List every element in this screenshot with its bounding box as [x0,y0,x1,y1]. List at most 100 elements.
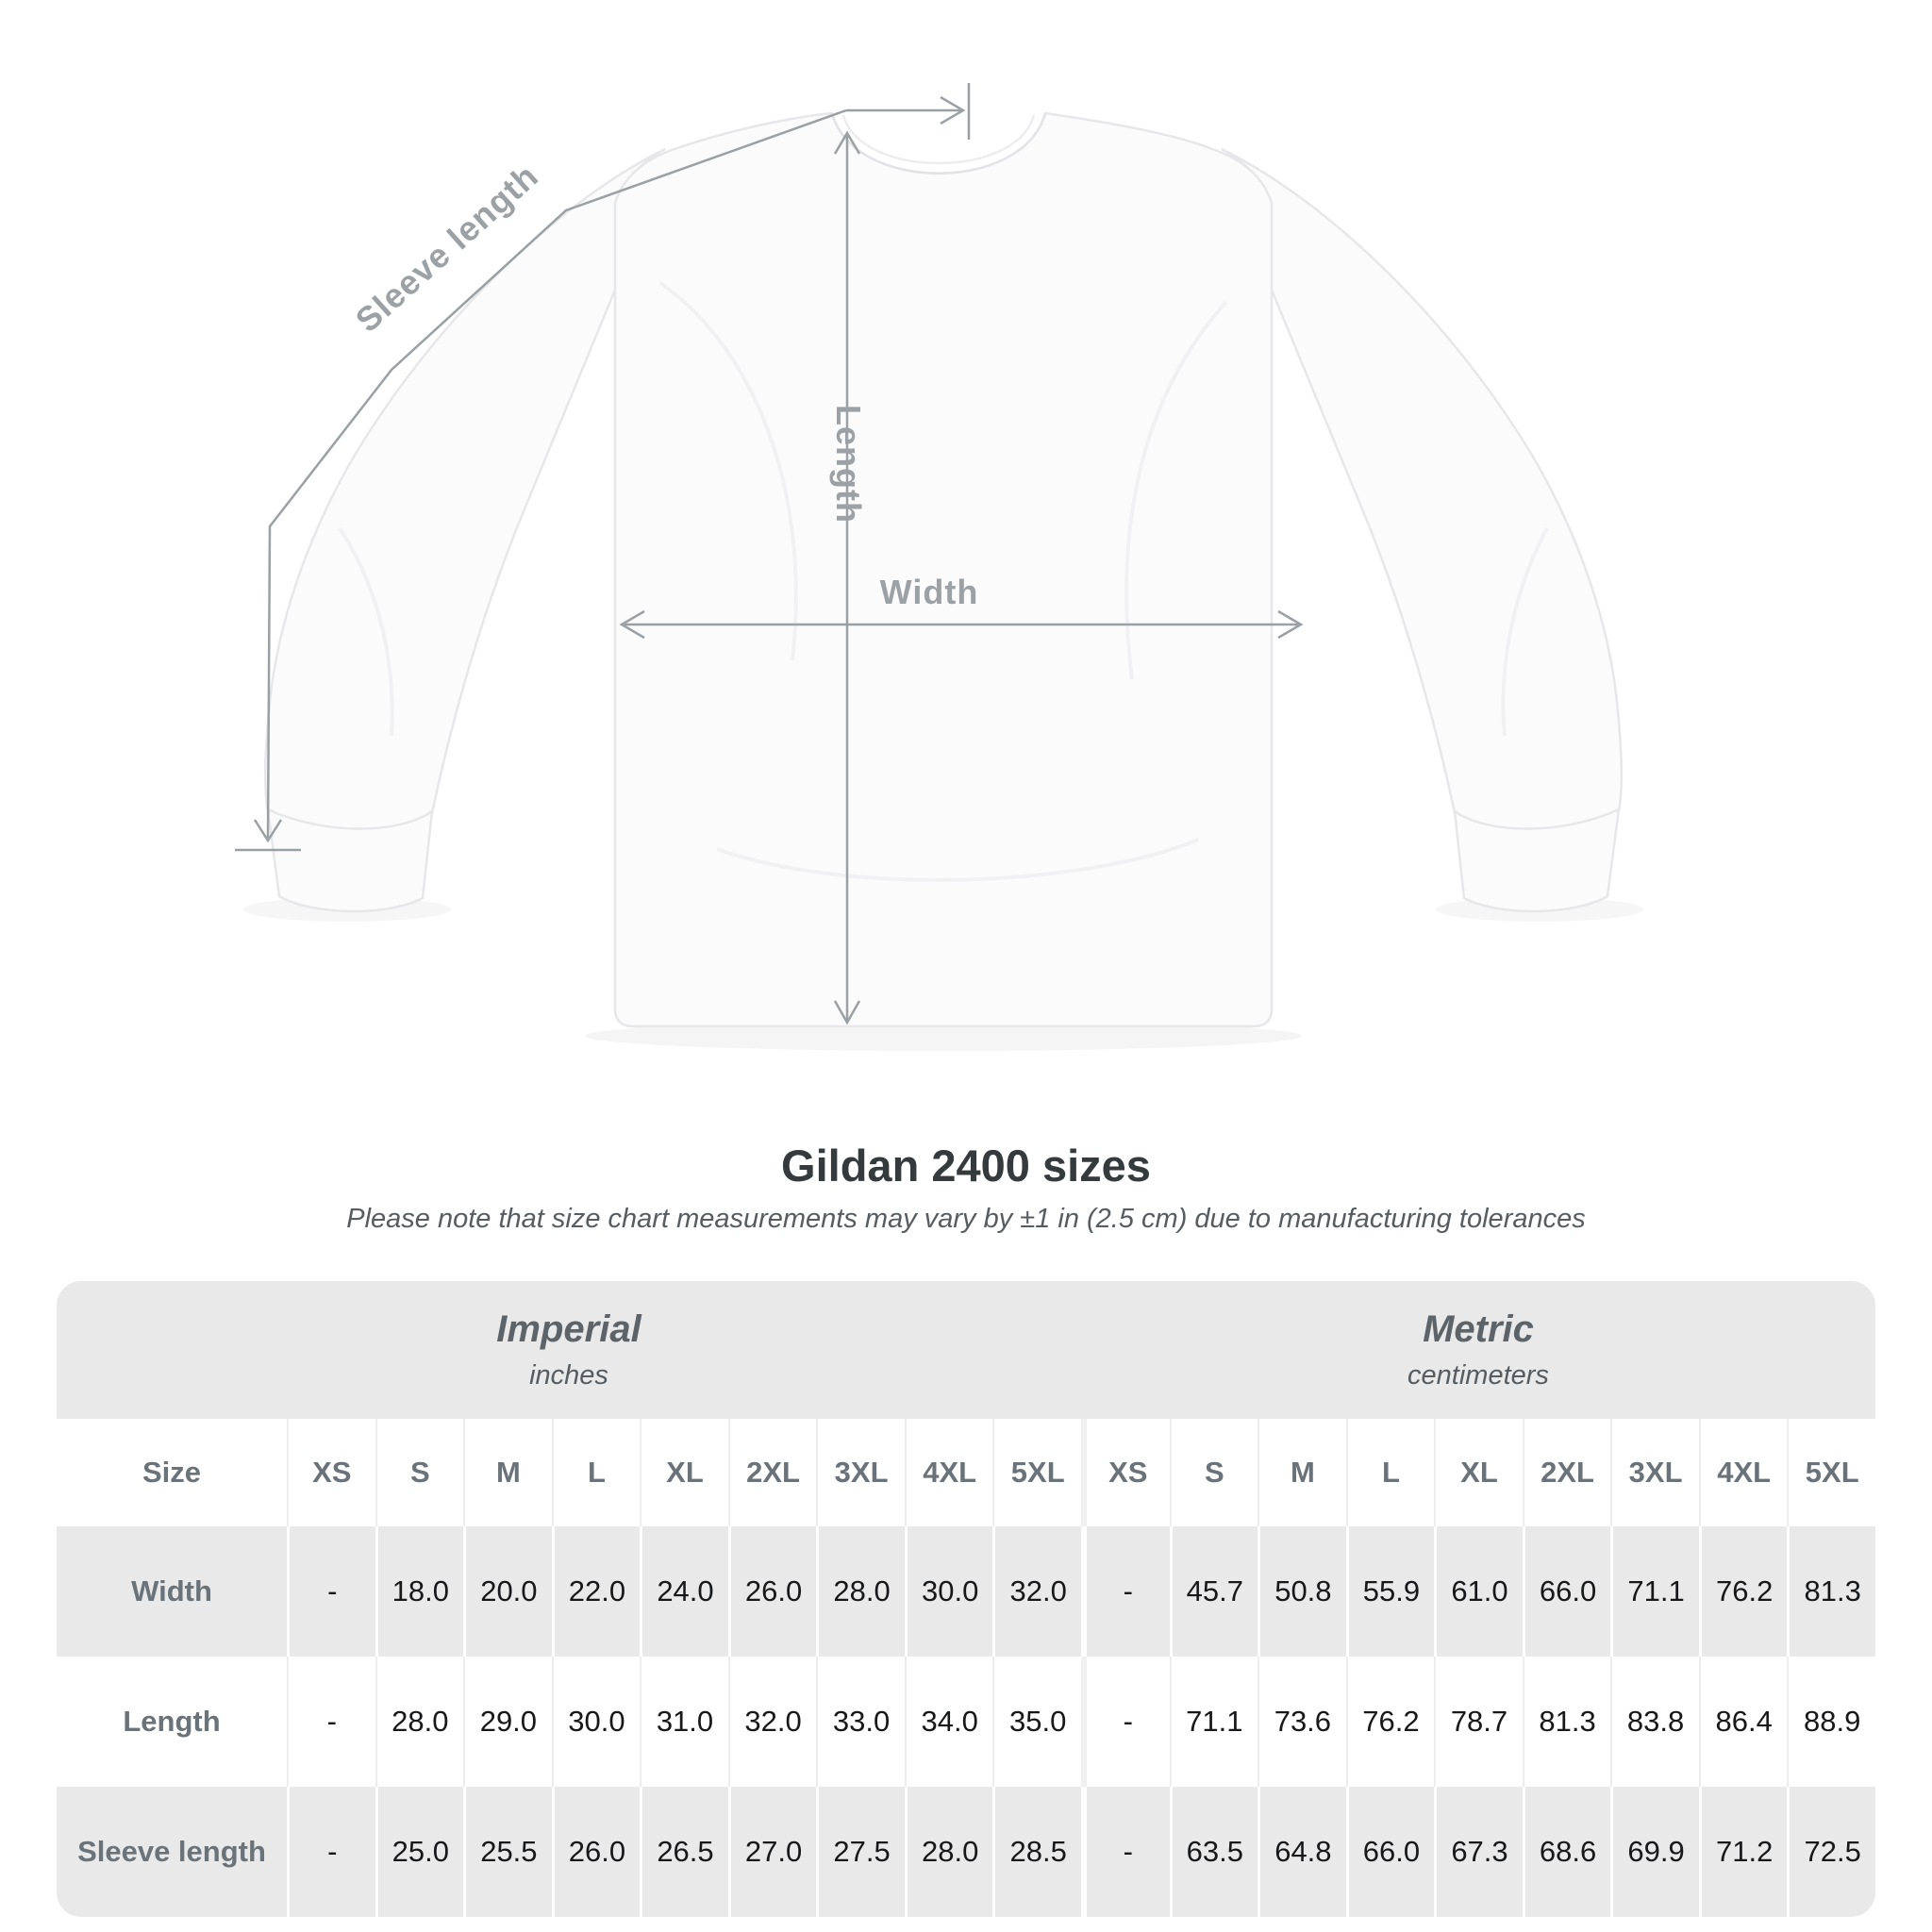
size-header-cell: 4XL [1698,1419,1788,1526]
row-label: Sleeve length [77,1835,266,1868]
size-header-cell: S [1169,1419,1258,1526]
metric-group-header: Metric centimeters [1081,1281,1875,1419]
value-cell: 76.2 [1698,1526,1788,1657]
table-body: Width -18.0 20.0 22.0 24.0 26.0 28.0 30.0 32.0-4… [57,1526,1875,1917]
value-cell: 66.0 [1522,1526,1611,1657]
size-header-cell: L [1345,1419,1435,1526]
value-cell: 45.7 [1169,1526,1258,1657]
value-cell: - [287,1787,375,1917]
shirt-diagram: Sleeve length Length Width [235,83,1624,1028]
value-cell: - [1081,1526,1170,1657]
value-cell: - [1081,1657,1170,1787]
value-cell: 68.6 [1522,1787,1611,1917]
size-header-cell: XL [640,1419,728,1526]
table-row: Length -28.0 29.0 30.0 31.0 32.0 33.0 34.0 35.0-… [57,1657,1875,1787]
value-cell: 71.1 [1169,1657,1258,1787]
value-cell: 22.0 [551,1526,641,1657]
value-cell: 66.0 [1345,1787,1435,1917]
width-label: Width [880,573,979,611]
value-cell: 88.9 [1787,1657,1875,1787]
value-cell: 86.4 [1698,1657,1788,1787]
value-cell: 64.8 [1257,1787,1346,1917]
title-block: Gildan 2400 sizes Please note that size … [0,1143,1932,1235]
value-cell: 33.0 [816,1657,905,1787]
value-cell: 67.3 [1434,1787,1523,1917]
imperial-group-header: Imperial inches [57,1281,1081,1419]
value-cell: 72.5 [1787,1787,1875,1917]
value-cell: 71.2 [1698,1787,1788,1917]
value-cell: 26.0 [727,1526,817,1657]
imperial-label: Imperial [496,1308,641,1350]
value-cell: 83.8 [1610,1657,1699,1787]
metric-unit: centimeters [1407,1360,1549,1391]
size-header-cell: XL [1434,1419,1523,1526]
value-cell: 81.3 [1787,1526,1875,1657]
long-sleeve-shirt-illustration [263,111,1624,1028]
arrowhead-left-icon [619,609,645,640]
value-cell: 81.3 [1522,1657,1611,1787]
size-header-cell: 2XL [1522,1419,1611,1526]
value-cell: 24.0 [640,1526,728,1657]
value-cell: 28.0 [904,1787,993,1917]
value-cell: 50.8 [1257,1526,1346,1657]
value-cell: 31.0 [640,1657,728,1787]
value-cell: 27.5 [816,1787,905,1917]
size-header-cell: XS [287,1419,375,1526]
value-cell: 32.0 [727,1657,817,1787]
value-cell: 71.1 [1610,1526,1699,1657]
size-column-header: Size [142,1456,202,1489]
row-label: Width [131,1574,212,1607]
value-cell: 27.0 [727,1787,817,1917]
value-cell: 35.0 [992,1657,1081,1787]
table-header-row: Size XS S M L XL 2XL 3XL 4XL 5XL XS S M L XL 2XL 3XL 4XL 5… [57,1419,1875,1526]
value-cell: 61.0 [1434,1526,1523,1657]
value-cell: 20.0 [463,1526,552,1657]
value-cell: - [287,1657,375,1787]
value-cell: 28.0 [375,1657,464,1787]
value-cell: 28.5 [992,1787,1081,1917]
arrowhead-right-icon [940,95,966,125]
table-row: Sleeve length -25.0 25.5 26.0 26.5 27.0 27.5 28… [57,1787,1875,1917]
size-header-cell: M [1257,1419,1346,1526]
value-cell: 29.0 [463,1657,552,1787]
measurement-arrows [235,83,1304,1025]
value-cell: 18.0 [375,1526,464,1657]
arrowhead-up-icon [833,130,861,155]
value-cell: 25.5 [463,1787,552,1917]
value-cell: 25.0 [375,1787,464,1917]
value-cell: 30.0 [904,1526,993,1657]
unit-group-band: Imperial inches Metric centimeters [57,1281,1875,1419]
value-cell: 32.0 [992,1526,1081,1657]
row-label: Length [123,1705,221,1738]
value-cell: 73.6 [1257,1657,1346,1787]
value-cell: 30.0 [551,1657,641,1787]
value-cell: - [1081,1787,1170,1917]
size-header-cell: L [551,1419,641,1526]
size-header-cell: 2XL [727,1419,817,1526]
value-cell: 69.9 [1610,1787,1699,1917]
size-header-cell: 5XL [1787,1419,1875,1526]
value-cell: 63.5 [1169,1787,1258,1917]
value-cell: 26.5 [640,1787,728,1917]
value-cell: - [287,1526,375,1657]
size-table: Imperial inches Metric centimeters Size X… [57,1281,1875,1917]
arrowhead-down-icon [833,1000,861,1025]
value-cell: 78.7 [1434,1657,1523,1787]
value-cell: 26.0 [551,1787,641,1917]
tolerance-note: Please note that size chart measurements… [346,1204,1586,1234]
value-cell: 28.0 [816,1526,905,1657]
length-label: Length [829,405,868,524]
value-cell: 55.9 [1345,1526,1435,1657]
arrowhead-right-icon [1277,609,1304,640]
table-row: Width -18.0 20.0 22.0 24.0 26.0 28.0 30.0 32.0-4… [57,1526,1875,1657]
value-cell: 76.2 [1345,1657,1435,1787]
size-header-cell: M [463,1419,552,1526]
size-header-cell: 4XL [904,1419,993,1526]
size-header-cell: 5XL [992,1419,1081,1526]
sleeve-length-line [266,108,847,839]
page-title: Gildan 2400 sizes [781,1141,1151,1191]
arrowhead-down-icon [253,819,283,843]
size-header-cell: XS [1081,1419,1170,1526]
size-header-cell: 3XL [816,1419,905,1526]
